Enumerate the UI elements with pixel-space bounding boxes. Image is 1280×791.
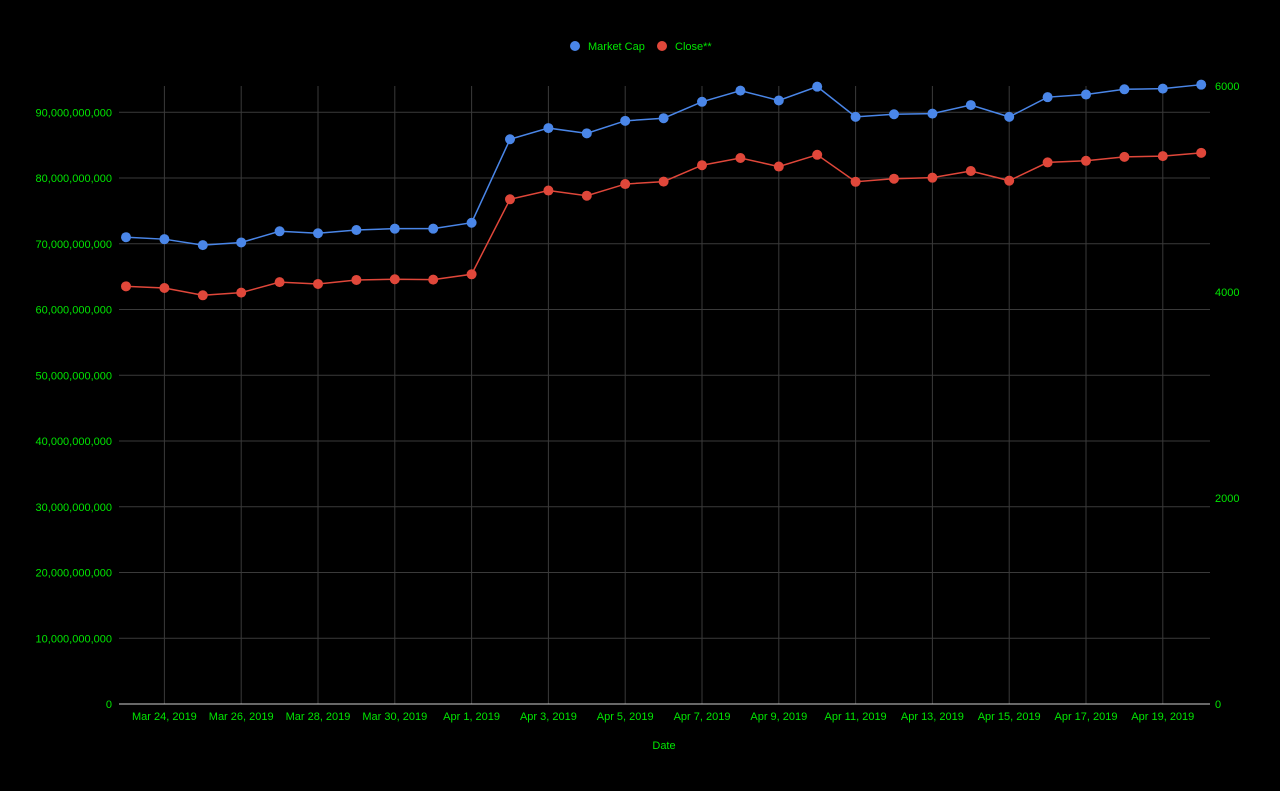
data-point-close[interactable] bbox=[697, 160, 707, 171]
data-point-market-cap[interactable] bbox=[428, 223, 439, 234]
x-tick-label: Mar 24, 2019 bbox=[132, 711, 197, 723]
y-left-tick-label: 30,000,000,000 bbox=[36, 502, 112, 514]
data-point-close[interactable] bbox=[1119, 151, 1130, 162]
data-point-close[interactable] bbox=[543, 185, 554, 196]
data-point-market-cap[interactable] bbox=[1042, 92, 1053, 103]
x-tick-label: Apr 13, 2019 bbox=[901, 711, 964, 723]
data-point-close[interactable] bbox=[121, 281, 131, 292]
x-tick-label: Apr 19, 2019 bbox=[1131, 711, 1194, 723]
data-point-market-cap[interactable] bbox=[159, 234, 170, 245]
legend-item-market-cap[interactable]: Market Cap bbox=[570, 41, 645, 53]
y-left-tick-label: 90,000,000,000 bbox=[36, 107, 112, 119]
series-layer bbox=[121, 79, 1207, 301]
data-point-close[interactable] bbox=[773, 161, 784, 172]
data-point-market-cap[interactable] bbox=[466, 217, 477, 228]
data-point-close[interactable] bbox=[927, 172, 938, 183]
data-point-market-cap[interactable] bbox=[773, 95, 784, 106]
data-point-close[interactable] bbox=[581, 190, 592, 201]
y-right-tick-label: 6000 bbox=[1215, 81, 1239, 93]
y-right-tick-label: 4000 bbox=[1215, 287, 1239, 299]
y-left-tick-label: 60,000,000,000 bbox=[36, 305, 112, 317]
y-left-tick-label: 70,000,000,000 bbox=[36, 239, 112, 251]
data-point-market-cap[interactable] bbox=[351, 224, 362, 235]
y-right-tick-label: 0 bbox=[1215, 699, 1221, 711]
x-tick-label: Apr 5, 2019 bbox=[597, 711, 654, 723]
x-tick-label: Apr 15, 2019 bbox=[978, 711, 1041, 723]
data-point-market-cap[interactable] bbox=[697, 96, 707, 107]
x-tick-label: Apr 3, 2019 bbox=[520, 711, 577, 723]
y-right-tick-label: 2000 bbox=[1215, 493, 1239, 505]
legend-label-close: Close** bbox=[675, 41, 712, 53]
data-point-market-cap[interactable] bbox=[236, 237, 247, 248]
x-tick-label: Apr 9, 2019 bbox=[750, 711, 807, 723]
data-point-market-cap[interactable] bbox=[505, 134, 515, 145]
y-left-tick-label: 0 bbox=[106, 699, 112, 711]
data-point-market-cap[interactable] bbox=[1157, 83, 1168, 94]
y-left-tick-label: 10,000,000,000 bbox=[36, 633, 112, 645]
x-tick-label: Apr 17, 2019 bbox=[1055, 711, 1118, 723]
data-point-close[interactable] bbox=[389, 274, 400, 285]
data-point-close[interactable] bbox=[658, 176, 669, 187]
legend: Market Cap Close** bbox=[570, 41, 712, 53]
grid bbox=[119, 86, 1210, 704]
data-point-market-cap[interactable] bbox=[197, 240, 208, 251]
data-point-market-cap[interactable] bbox=[735, 85, 746, 96]
data-point-market-cap[interactable] bbox=[389, 223, 400, 234]
y-left-tick-label: 50,000,000,000 bbox=[36, 370, 112, 382]
data-point-market-cap[interactable] bbox=[121, 232, 131, 243]
data-point-close[interactable] bbox=[620, 179, 631, 190]
data-point-market-cap[interactable] bbox=[581, 128, 592, 139]
y-left-tick-label: 20,000,000,000 bbox=[36, 568, 112, 580]
data-point-close[interactable] bbox=[1004, 175, 1015, 186]
legend-label-market-cap: Market Cap bbox=[588, 41, 645, 53]
data-point-close[interactable] bbox=[1042, 157, 1053, 168]
data-point-close[interactable] bbox=[313, 278, 323, 289]
data-point-close[interactable] bbox=[197, 290, 208, 301]
data-point-market-cap[interactable] bbox=[927, 108, 938, 119]
data-point-market-cap[interactable] bbox=[658, 113, 669, 124]
legend-item-close[interactable]: Close** bbox=[657, 41, 712, 53]
y-left-tick-label: 40,000,000,000 bbox=[36, 436, 112, 448]
x-tick-label: Mar 28, 2019 bbox=[286, 711, 351, 723]
data-point-market-cap[interactable] bbox=[620, 115, 631, 126]
legend-marker-market-cap bbox=[570, 41, 580, 51]
data-point-market-cap[interactable] bbox=[274, 226, 285, 237]
data-point-close[interactable] bbox=[1081, 155, 1091, 166]
data-point-close[interactable] bbox=[965, 165, 976, 176]
data-point-close[interactable] bbox=[812, 149, 823, 160]
x-tick-label: Mar 30, 2019 bbox=[362, 711, 427, 723]
data-point-market-cap[interactable] bbox=[812, 81, 823, 92]
x-tick-label: Apr 11, 2019 bbox=[825, 711, 887, 723]
data-point-close[interactable] bbox=[466, 269, 477, 280]
data-point-close[interactable] bbox=[889, 173, 899, 184]
data-point-market-cap[interactable] bbox=[313, 228, 323, 239]
data-point-close[interactable] bbox=[236, 287, 247, 298]
legend-marker-close bbox=[657, 41, 667, 51]
data-point-close[interactable] bbox=[159, 282, 170, 293]
data-point-market-cap[interactable] bbox=[1081, 89, 1091, 100]
x-axis-title: Date bbox=[652, 740, 675, 752]
data-point-close[interactable] bbox=[1157, 151, 1168, 162]
data-point-market-cap[interactable] bbox=[543, 123, 554, 134]
data-point-close[interactable] bbox=[1196, 147, 1207, 158]
x-tick-label: Apr 1, 2019 bbox=[443, 711, 500, 723]
y-left-tick-label: 80,000,000,000 bbox=[36, 173, 112, 185]
x-tick-label: Mar 26, 2019 bbox=[209, 711, 274, 723]
x-tick-label: Apr 7, 2019 bbox=[674, 711, 731, 723]
axes: 0 10,000,000,000 20,000,000,000 30,000,000,… bbox=[36, 81, 1240, 723]
data-point-market-cap[interactable] bbox=[850, 111, 861, 122]
data-point-close[interactable] bbox=[505, 194, 515, 205]
data-point-market-cap[interactable] bbox=[889, 109, 899, 120]
data-point-close[interactable] bbox=[428, 274, 439, 285]
data-point-close[interactable] bbox=[850, 176, 861, 187]
data-point-market-cap[interactable] bbox=[965, 100, 976, 111]
data-point-close[interactable] bbox=[351, 274, 362, 285]
data-point-market-cap[interactable] bbox=[1119, 84, 1130, 95]
data-point-close[interactable] bbox=[735, 152, 746, 163]
data-point-market-cap[interactable] bbox=[1196, 79, 1207, 90]
data-point-close[interactable] bbox=[274, 277, 285, 288]
data-point-market-cap[interactable] bbox=[1004, 111, 1015, 122]
